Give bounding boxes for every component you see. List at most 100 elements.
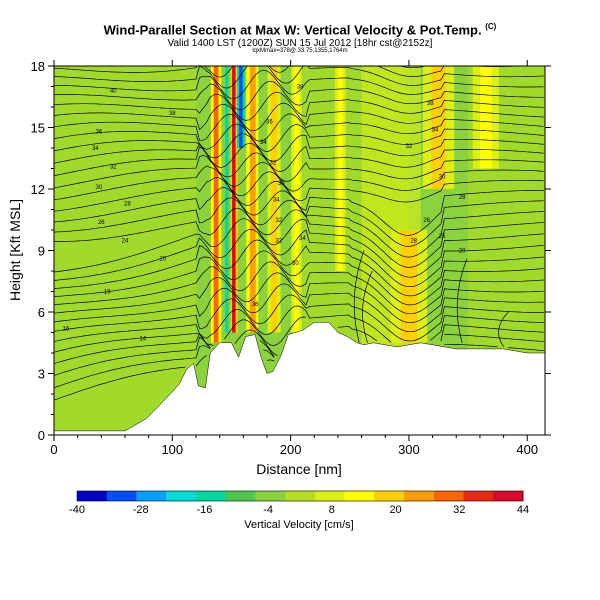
theta-contour: [54, 80, 544, 111]
chart-subtitle-small: lqxMmax=378@ 33.75,1355,1764m: [252, 48, 348, 54]
contour-label: 30: [439, 175, 446, 181]
y-tick-label: 0: [38, 428, 45, 443]
x-axis-label: Distance [nm]: [256, 461, 342, 477]
theta-contour: [54, 316, 544, 353]
theta-contour: [54, 336, 544, 376]
theta-contour: [54, 305, 544, 343]
theta-contour: [54, 177, 544, 236]
contour-label: 32: [275, 218, 282, 224]
contour-label: 28: [124, 201, 131, 207]
contour-label: 25: [439, 234, 446, 240]
theta-contour: [54, 239, 544, 297]
colorbar-label: Vertical Velocity [cm/s]: [244, 519, 353, 531]
colorbar-swatch: [136, 491, 167, 501]
theta-contour: [54, 91, 544, 121]
contour-label: 16: [62, 326, 69, 332]
theta-contour: [54, 272, 544, 324]
contour-label: 18: [104, 290, 111, 296]
y-tick-label: 12: [31, 182, 45, 197]
colorbar-tick-label: -28: [133, 504, 149, 516]
colorbar-swatch: [225, 491, 256, 501]
theta-contour: [54, 165, 544, 203]
colorbar-swatch: [255, 491, 286, 501]
colorbar-tick-label: -4: [263, 504, 273, 516]
chart-title-text: Wind-Parallel Section at Max W: Vertical…: [103, 22, 482, 38]
colorbar-swatch: [344, 491, 375, 501]
contour-label: 28: [459, 195, 466, 201]
colorbar-tick-label: -16: [196, 504, 212, 516]
contour-label: 36: [96, 130, 103, 136]
contour-label: 34: [273, 197, 280, 203]
colorbar-swatch: [404, 491, 435, 501]
contour-label: 26: [98, 220, 105, 226]
contour-label: 38: [427, 101, 434, 107]
colorbar-tick-label: -40: [69, 504, 85, 516]
contour-label: 38: [169, 111, 176, 117]
colorbar-swatch: [314, 491, 346, 501]
theta-contour: [54, 283, 544, 333]
theta-contour: [54, 261, 544, 315]
downdraft-column: [260, 66, 265, 333]
contour-label: 32: [110, 164, 117, 170]
y-tick-label: 15: [31, 121, 45, 136]
contour-label: 20: [160, 257, 167, 263]
y-tick-label: 9: [38, 244, 45, 259]
theta-contour: [54, 69, 544, 100]
w-zero-contour: [456, 258, 468, 343]
theta-contour: [54, 123, 544, 152]
theta-contour: [54, 355, 275, 401]
updraft-column: [431, 66, 446, 189]
colorbar-swatch: [374, 491, 405, 501]
colorbar-tick-label: 8: [329, 504, 335, 516]
theta-contours: [54, 57, 544, 401]
contour-label: 30: [96, 185, 103, 191]
updraft-column: [213, 66, 219, 343]
x-tick-label: 300: [398, 442, 420, 457]
colorbar-swatch: [166, 491, 197, 501]
theta-contour: [54, 113, 544, 142]
colorbar-swatch: [433, 491, 465, 501]
terrain-mask: [54, 322, 545, 435]
chart-title-sup: (C): [485, 22, 497, 31]
theta-contour: [54, 329, 544, 364]
contour-label: 24: [122, 238, 129, 244]
w-zero-contour: [498, 311, 509, 348]
chart-title: Wind-Parallel Section at Max W: Vertical…: [0, 22, 600, 37]
contour-label: 20: [459, 249, 466, 255]
theta-contour: [54, 133, 544, 162]
contour-label: 34: [92, 146, 99, 152]
contour-label: 40: [110, 89, 117, 95]
theta-contour: [54, 294, 544, 342]
updraft-column: [232, 66, 236, 333]
colorbar-swatch: [195, 491, 227, 501]
theta-contour: [54, 345, 275, 389]
theta-contour: [54, 142, 544, 172]
theta-contour: [54, 102, 544, 132]
theta-contour: [54, 228, 544, 288]
theta-contour: [54, 187, 544, 247]
theta-contour: [54, 218, 544, 278]
contour-label: 26: [423, 218, 430, 224]
downdraft-column: [284, 66, 288, 312]
y-tick-label: 18: [31, 59, 45, 74]
contour-label: 28: [410, 238, 417, 244]
y-axis-label: Height [Kft MSL]: [7, 199, 23, 301]
contour-label: 32: [275, 238, 282, 244]
downdraft-column: [239, 66, 243, 148]
x-tick-label: 400: [516, 442, 538, 457]
colorbar-swatch: [463, 491, 494, 501]
colorbar-swatch: [106, 491, 137, 501]
x-tick-label: 0: [50, 442, 57, 457]
x-tick-label: 200: [280, 442, 302, 457]
theta-contour: [54, 66, 544, 89]
y-tick-label: 3: [38, 367, 45, 382]
theta-contour: [398, 57, 426, 59]
y-tick-label: 6: [38, 305, 45, 320]
updraft-column: [271, 66, 278, 333]
theta-contour: [54, 146, 544, 182]
terrain: [54, 322, 545, 435]
contour-label: 34: [299, 236, 306, 242]
contour-label: 30: [292, 261, 299, 267]
